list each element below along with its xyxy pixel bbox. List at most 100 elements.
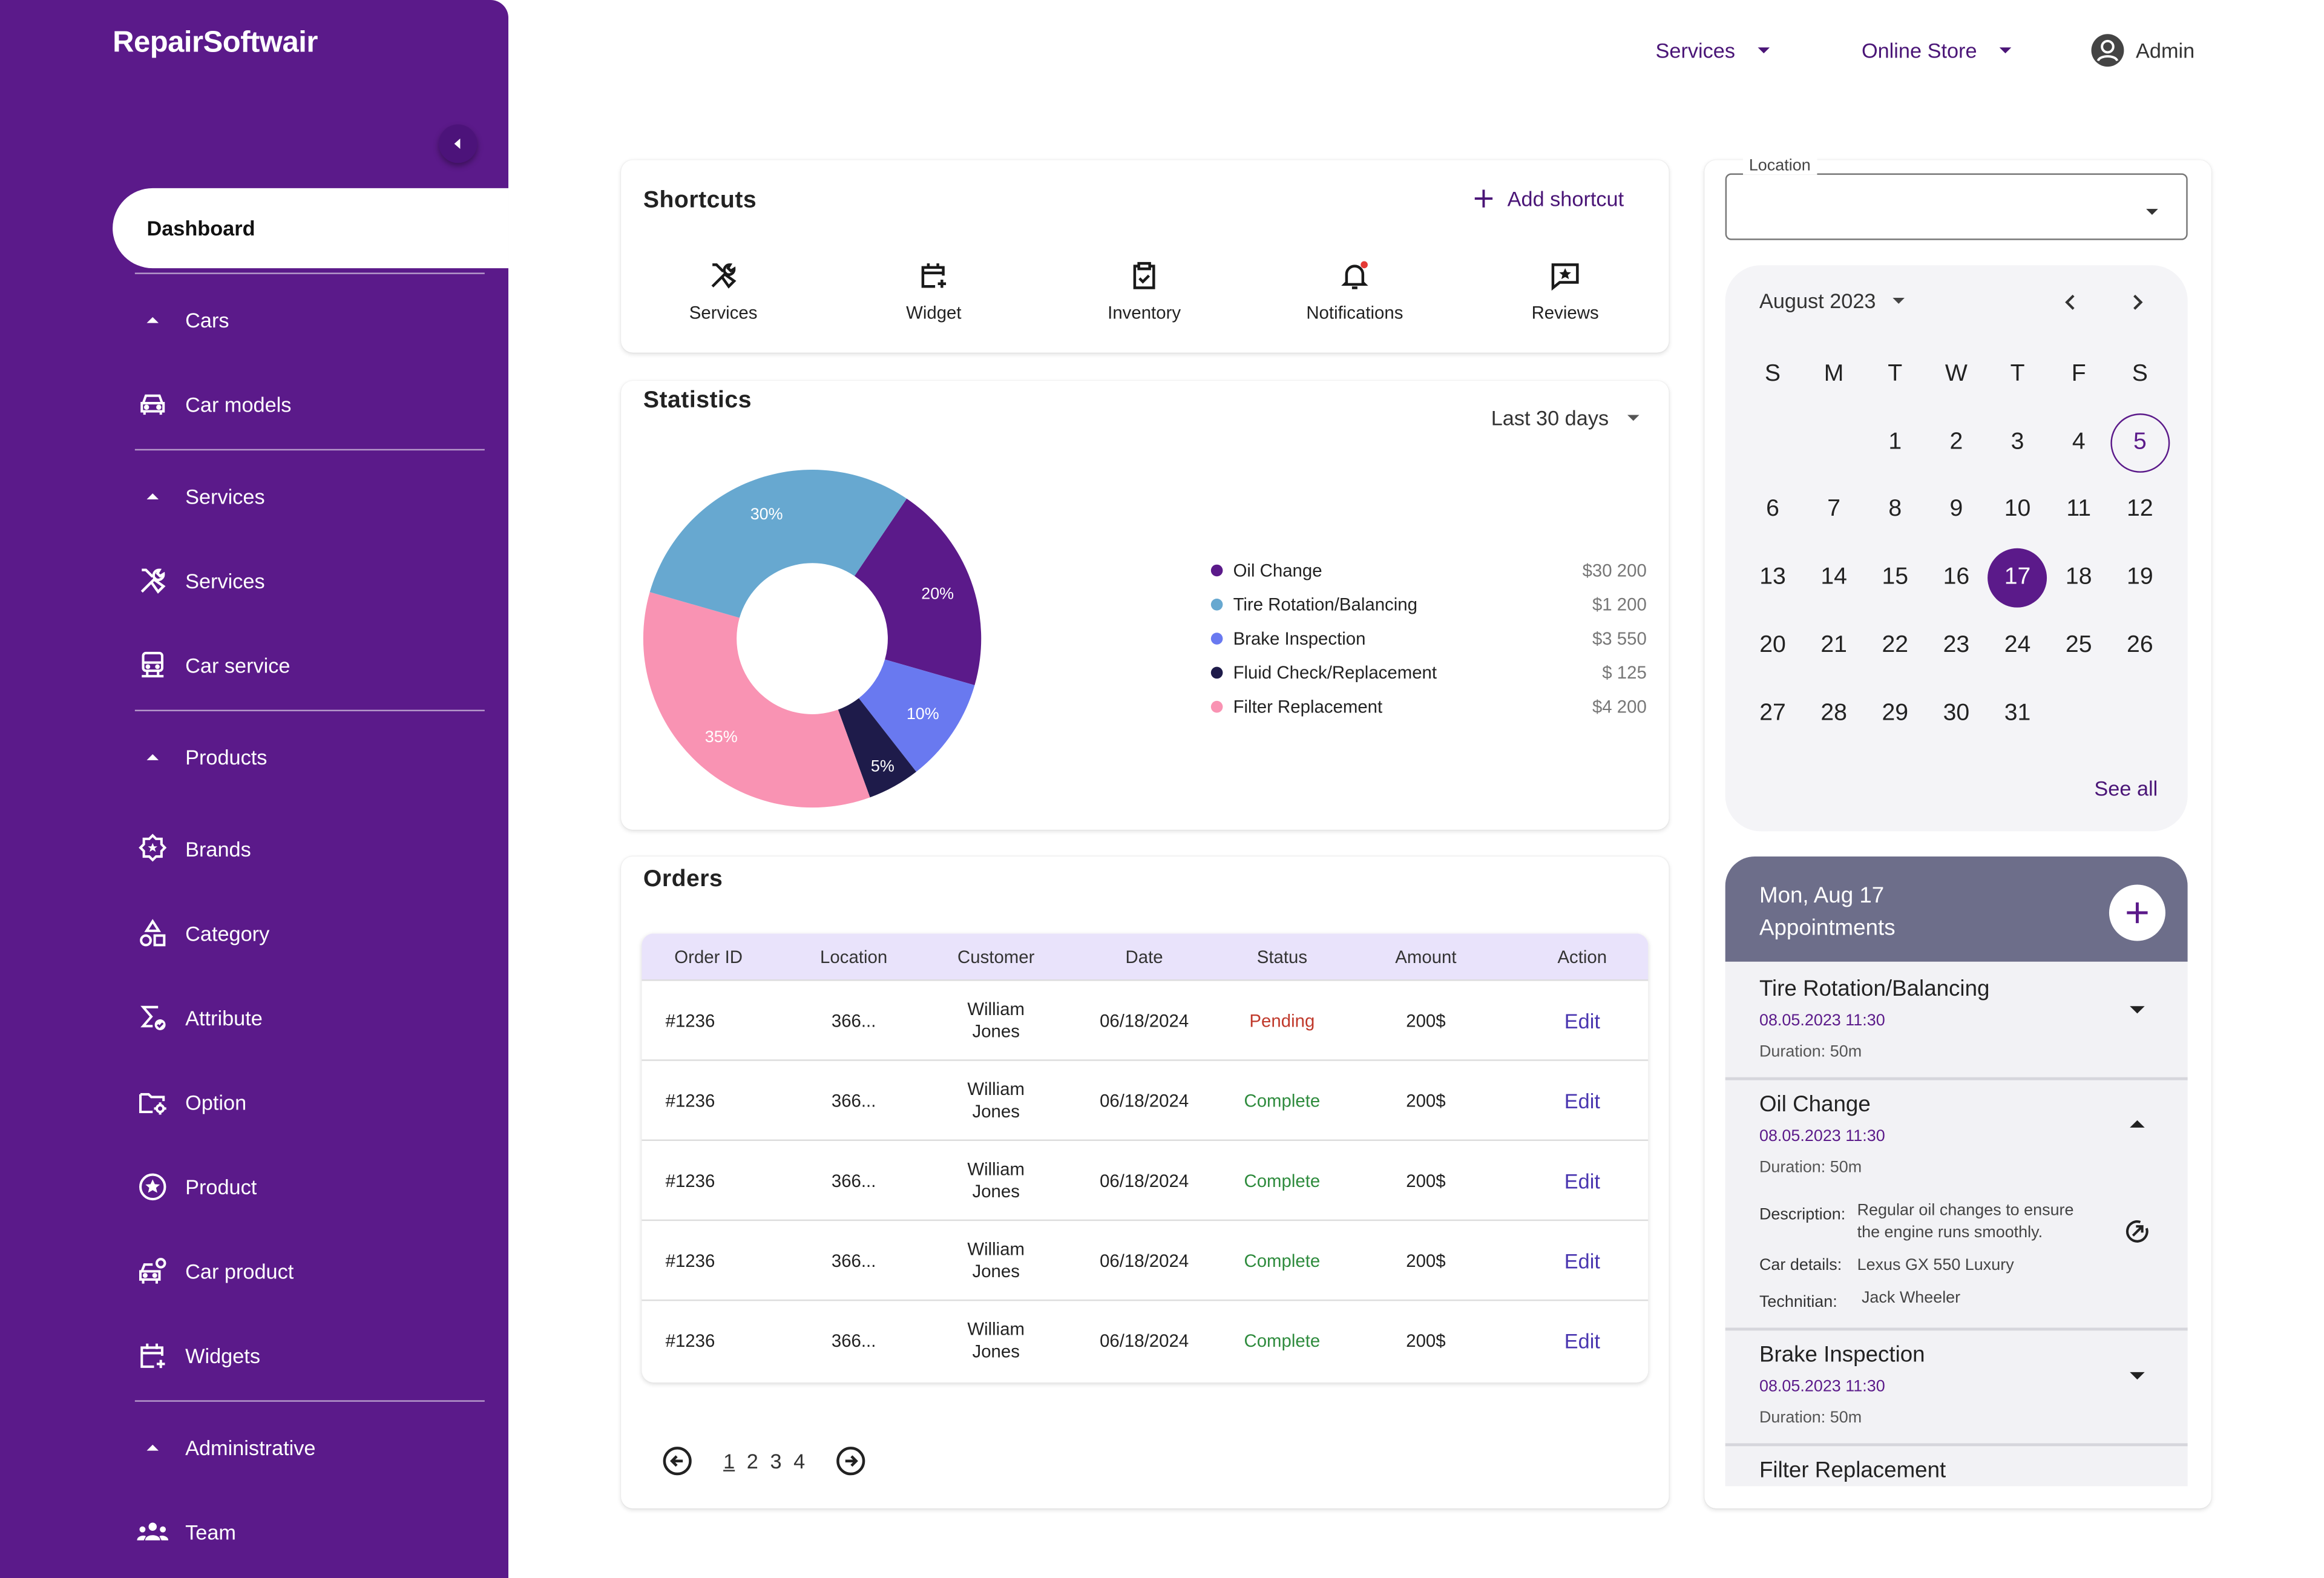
calendar-day[interactable]: 24 [2004, 632, 2031, 658]
sidebar-item-services[interactable]: Services [135, 554, 485, 608]
caret-down-icon[interactable] [2125, 1363, 2149, 1387]
caret-up-icon[interactable] [2125, 1113, 2149, 1136]
sidebar-item-dashboard[interactable]: Dashboard [113, 188, 509, 269]
calendar-day[interactable]: 1 [1888, 429, 1902, 455]
page-link[interactable]: 2 [746, 1449, 758, 1473]
calendar-day[interactable]: 21 [1820, 632, 1847, 658]
calendar-day-today[interactable]: 5 [2110, 413, 2170, 473]
column-header[interactable]: Order ID [674, 947, 743, 968]
brand-logo[interactable]: RepairSoftwair [113, 27, 318, 59]
edit-link[interactable]: Edit [1564, 1089, 1600, 1113]
column-header[interactable]: Amount [1395, 947, 1457, 968]
calendar-day[interactable]: 19 [2127, 564, 2153, 590]
appointments-date: Mon, Aug 17 [1759, 883, 1885, 909]
page-link[interactable]: 3 [770, 1449, 782, 1473]
customer-last: Jones [972, 1261, 1020, 1282]
sidebar-item-widgets[interactable]: Widgets [135, 1329, 485, 1382]
sidebar-group-products[interactable]: Products [135, 731, 485, 784]
appointment-item[interactable]: Tire Rotation/Balancing 08.05.2023 11:30… [1725, 962, 2188, 1077]
sidebar-item-brands[interactable]: Brands [135, 823, 485, 876]
calendar-day[interactable]: 15 [1882, 564, 1909, 590]
calendar-day[interactable]: 18 [2065, 564, 2092, 590]
shortcut-widget[interactable]: Widget [852, 258, 1015, 323]
sidebar-item-team[interactable]: Team [135, 1505, 485, 1559]
calendar-day[interactable]: 7 [1827, 497, 1841, 522]
calendar-day[interactable]: 16 [1943, 564, 1970, 590]
edit-link[interactable]: Edit [1564, 1009, 1600, 1033]
column-header[interactable]: Customer [957, 946, 1035, 967]
appointment-item[interactable]: Filter Replacement [1725, 1446, 2188, 1486]
caret-down-icon[interactable] [2125, 998, 2149, 1021]
shortcut-services[interactable]: Services [642, 258, 804, 323]
sidebar-item-car-models[interactable]: Car models [135, 378, 485, 431]
services-menu[interactable]: Services [1656, 36, 1771, 65]
add-shortcut-button[interactable]: Add shortcut [1472, 186, 1624, 211]
calendar-day[interactable]: 13 [1759, 564, 1786, 590]
calendar-day[interactable]: 28 [1820, 700, 1847, 726]
donut-slice[interactable] [649, 470, 907, 618]
calendar-day[interactable]: 25 [2065, 632, 2092, 658]
shortcut-inventory[interactable]: Inventory [1063, 258, 1226, 323]
calendar-day[interactable]: 31 [2004, 700, 2031, 726]
see-all-link[interactable]: See all [2094, 776, 2158, 800]
edit-link[interactable]: Edit [1564, 1329, 1600, 1353]
donut-slice[interactable] [643, 592, 870, 808]
appointment-item-expanded[interactable]: Oil Change 08.05.2023 11:30 Duration: 50… [1725, 1080, 2188, 1328]
sidebar-item-car-service[interactable]: Car service [135, 639, 485, 692]
shortcut-notifications[interactable]: Notifications [1273, 258, 1436, 323]
column-header[interactable]: Status [1256, 947, 1308, 968]
user-name: Admin [2136, 38, 2195, 62]
calendar-day-selected[interactable]: 17 [1988, 548, 2047, 608]
page-link[interactable]: 1 [723, 1449, 735, 1473]
shortcut-reviews[interactable]: Reviews [1483, 258, 1646, 323]
sidebar-group-administrative[interactable]: Administrative [135, 1421, 485, 1474]
calendar-day[interactable]: 14 [1820, 564, 1847, 590]
month-select[interactable]: August 2023 [1759, 289, 1906, 313]
donut-slice[interactable] [854, 498, 982, 686]
date-range-select[interactable]: Last 30 days [1491, 406, 1641, 430]
online-store-menu[interactable]: Online Store [1862, 36, 2012, 65]
appointment-item[interactable]: Brake Inspection 08.05.2023 11:30 Durati… [1725, 1330, 2188, 1443]
arrow-right-circle-icon[interactable] [835, 1445, 867, 1478]
donut-slice[interactable] [858, 659, 975, 772]
calendar-day[interactable]: 6 [1766, 497, 1779, 522]
prev-month-button[interactable] [2054, 286, 2087, 318]
calendar-day[interactable]: 3 [2011, 429, 2024, 455]
calendar-day[interactable]: 23 [1943, 632, 1970, 658]
calendar-day[interactable]: 29 [1882, 700, 1909, 726]
pagination: 1 2 3 4 [661, 1445, 867, 1478]
page-link[interactable]: 4 [793, 1449, 806, 1473]
calendar-day[interactable]: 30 [1943, 700, 1970, 726]
calendar-day[interactable]: 26 [2127, 632, 2153, 658]
sidebar-item-option[interactable]: Option [135, 1076, 485, 1129]
edit-link[interactable]: Edit [1564, 1169, 1600, 1193]
calendar-day[interactable]: 20 [1759, 632, 1786, 658]
sidebar-item-category[interactable]: Category [135, 907, 485, 960]
add-appointment-button[interactable] [2109, 884, 2165, 941]
arrow-left-circle-icon[interactable] [661, 1445, 694, 1478]
edit-link[interactable]: Edit [1564, 1249, 1600, 1273]
calendar-day[interactable]: 27 [1759, 700, 1786, 726]
calendar-day[interactable]: 22 [1882, 632, 1909, 658]
location-select[interactable] [1725, 173, 2188, 240]
next-month-button[interactable] [2121, 286, 2154, 318]
sidebar-item-attribute[interactable]: Attribute [135, 991, 485, 1045]
calendar-day[interactable]: 12 [2127, 497, 2153, 522]
sidebar-item-car-product[interactable]: Car product [135, 1244, 485, 1298]
column-header[interactable]: Location [820, 947, 888, 968]
donut-slice[interactable] [838, 698, 916, 798]
collapse-sidebar-button[interactable] [438, 124, 478, 163]
user-menu[interactable]: Admin [2090, 33, 2194, 68]
calendar-day[interactable]: 11 [2066, 497, 2092, 522]
calendar-day[interactable]: 10 [2004, 497, 2031, 522]
calendar-day[interactable]: 9 [1949, 497, 1963, 522]
calendar-day[interactable]: 2 [1949, 429, 1963, 455]
sidebar-group-services[interactable]: Services [135, 470, 485, 523]
calendar-day[interactable]: 8 [1888, 497, 1902, 522]
calendar-day[interactable]: 4 [2072, 429, 2086, 455]
calendar-grid: S M T W T F S 1 2 3 4 5 6 7 8 9 10 11 12 13 14 15 16 17 18 19 20 21… [1743, 345, 2173, 760]
open-external-icon[interactable] [2122, 1217, 2152, 1246]
sidebar-item-product[interactable]: Product [135, 1160, 485, 1214]
sidebar-group-cars[interactable]: Cars [135, 294, 485, 347]
column-header[interactable]: Date [1125, 947, 1163, 968]
